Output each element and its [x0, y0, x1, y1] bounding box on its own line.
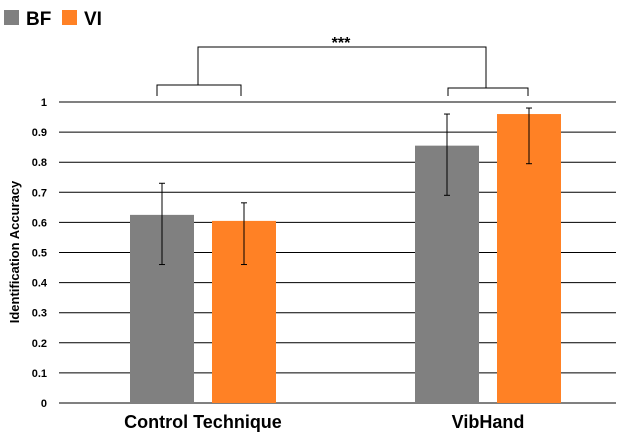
- category-labels: Control Technique VibHand: [124, 412, 524, 432]
- legend-label-vi: VI: [84, 9, 102, 30]
- y-tick-labels: 0 0.1 0.2 0.3 0.4 0.5 0.6 0.7 0.8 0.9 1: [32, 97, 48, 410]
- legend-swatch-vi: [62, 10, 77, 25]
- bracket-top: [197, 46, 487, 88]
- significance-bracket: [156, 46, 529, 96]
- bracket-control: [156, 84, 242, 96]
- category-label: Control Technique: [124, 412, 282, 432]
- y-tick-label: 0.4: [32, 278, 48, 290]
- legend-label-bf: BF: [26, 9, 51, 30]
- category-label: VibHand: [452, 412, 525, 432]
- y-axis-label: Identification Accuracy: [7, 180, 22, 323]
- y-tick-label: 0: [41, 398, 47, 410]
- legend: BF VI: [4, 9, 102, 30]
- y-tick-label: 0.2: [32, 338, 47, 350]
- y-tick-label: 0.6: [32, 217, 47, 229]
- y-tick-label: 0.8: [32, 157, 47, 169]
- y-tick-label: 0.7: [32, 187, 47, 199]
- y-tick-label: 0.9: [32, 127, 47, 139]
- significance-label: ***: [332, 35, 351, 52]
- bars: [130, 114, 561, 403]
- y-tick-label: 0.5: [32, 248, 47, 260]
- y-tick-label: 0.1: [32, 368, 47, 380]
- y-tick-label: 1: [41, 97, 47, 109]
- legend-swatch-bf: [4, 10, 19, 25]
- bracket-vibhand: [447, 87, 529, 96]
- y-tick-label: 0.3: [32, 308, 47, 320]
- error-bars: [159, 107, 532, 266]
